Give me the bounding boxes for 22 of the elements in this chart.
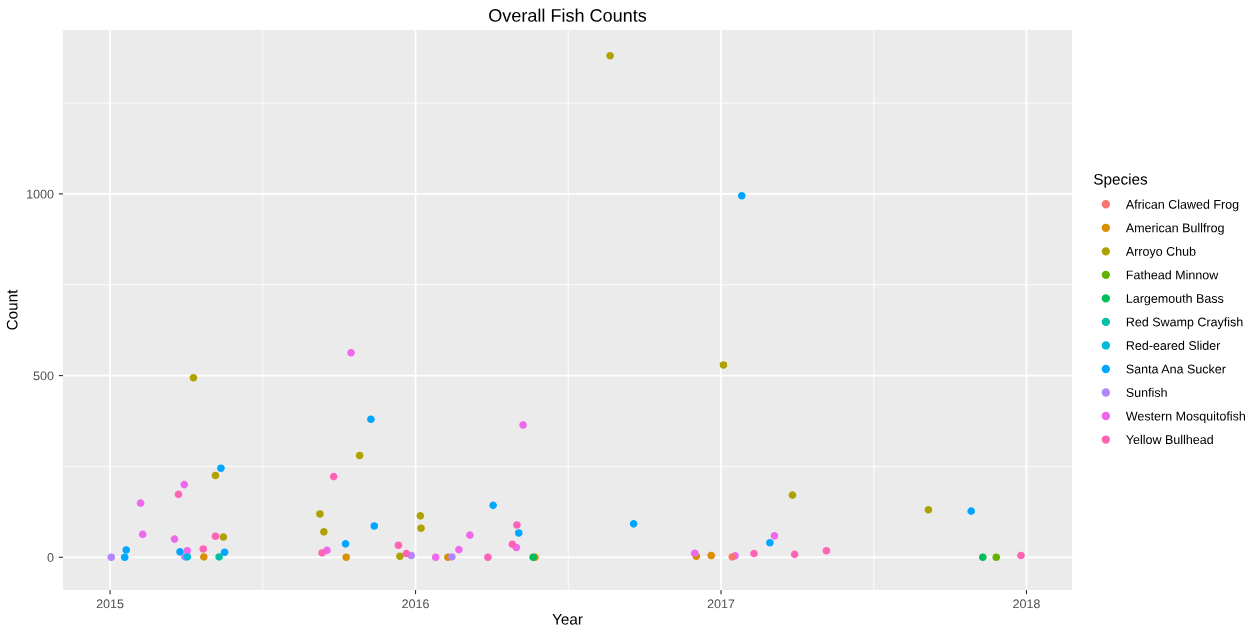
x-tick-label: 2018 [1013, 599, 1040, 609]
x-axis-title: Year [552, 614, 583, 625]
legend-label: Sunfish [1126, 387, 1167, 397]
x-tick-label: 2015 [96, 599, 124, 609]
legend-label: Red Swamp Crayfish [1126, 317, 1243, 329]
legend-label: Largemouth Bass [1126, 293, 1224, 306]
legend-label: Santa Ana Sucker [1126, 364, 1226, 374]
chart-title: Overall Fish Counts [489, 8, 647, 22]
legend-label: Fathead Minnow [1126, 270, 1219, 280]
y-tick-label: 1000 [27, 189, 54, 199]
x-tick-label: 2017 [707, 599, 735, 609]
y-tick-label: 0 [47, 553, 54, 562]
y-axis-title: Count [6, 289, 18, 330]
legend-label: African Clawed Frog [1125, 199, 1239, 212]
legend-label: Arroyo Chub [1125, 246, 1196, 259]
legend-label: Yellow Bullhead [1126, 434, 1213, 445]
legend-title: Species [1094, 173, 1148, 188]
x-tick-label: 2016 [402, 599, 429, 609]
y-tick-label: 500 [33, 371, 54, 381]
legend-label: American Bullfrog [1125, 223, 1224, 235]
legend-label: Red-eared Slider [1126, 340, 1221, 350]
legend-label: Western Mosquitofish [1125, 411, 1245, 423]
